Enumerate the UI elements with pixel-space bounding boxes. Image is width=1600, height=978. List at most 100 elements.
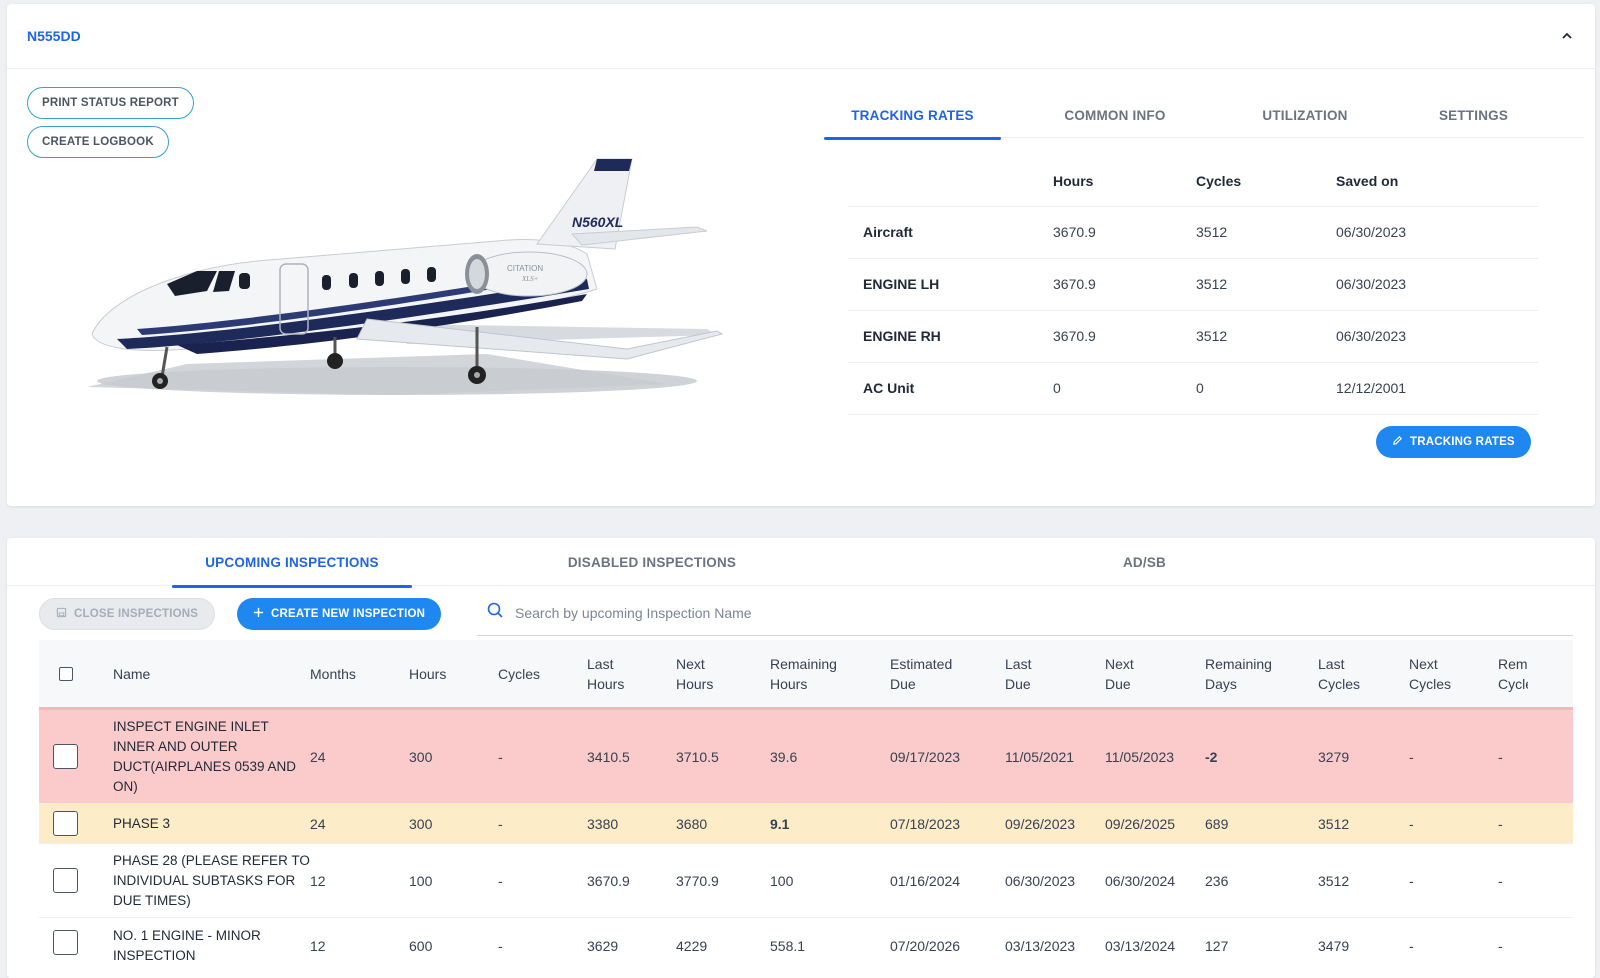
tab-upcoming-inspections[interactable]: UPCOMING INSPECTIONS bbox=[172, 538, 412, 588]
header-line: Hours bbox=[770, 675, 808, 692]
column-header-remaining-cycles[interactable]: Rem Cycle bbox=[1498, 654, 1528, 694]
column-header-next-hours[interactable]: Next Hours bbox=[676, 654, 770, 694]
inspections-grid: Name Months Hours Cycles Last Hours Next H… bbox=[39, 640, 1573, 978]
table-row[interactable]: NO. 1 ENGINE - MINOR INSPECTION 12 600 -… bbox=[39, 918, 1573, 978]
next-cycles-value: - bbox=[1409, 748, 1414, 765]
edit-tracking-rates-label: TRACKING RATES bbox=[1410, 436, 1515, 448]
table-row[interactable]: PHASE 28 (PLEASE REFER TO INDIVIDUAL SUB… bbox=[39, 844, 1573, 918]
header-line: Next bbox=[1105, 655, 1134, 672]
close-inspections-label: CLOSE INSPECTIONS bbox=[74, 608, 199, 620]
header-line: Hours bbox=[676, 675, 714, 692]
tab-tracking-rates[interactable]: TRACKING RATES bbox=[824, 92, 1001, 140]
search-input[interactable] bbox=[515, 604, 1415, 621]
tab-utilization[interactable]: UTILIZATION bbox=[1262, 107, 1348, 123]
column-header-last-hours[interactable]: Last Hours bbox=[587, 654, 676, 694]
next-cycles-value: - bbox=[1409, 872, 1414, 889]
last-cycles-value: 3512 bbox=[1318, 815, 1350, 832]
last-due-value: 06/30/2023 bbox=[1005, 872, 1076, 889]
remaining-days-value: 127 bbox=[1205, 938, 1229, 954]
tail-number[interactable]: N555DD bbox=[27, 28, 81, 44]
header-line: Hours bbox=[587, 675, 625, 692]
select-all-cell bbox=[39, 666, 113, 681]
component-name: ENGINE RH bbox=[848, 310, 1053, 363]
row-checkbox[interactable] bbox=[53, 744, 78, 769]
next-hours-value: 3770.9 bbox=[676, 872, 719, 889]
column-header-hours[interactable]: Hours bbox=[409, 665, 447, 682]
remaining-cycles-value: - bbox=[1498, 872, 1503, 889]
tabs-spacer bbox=[7, 538, 172, 586]
row-checkbox[interactable] bbox=[53, 868, 78, 893]
estimated-due-value: 09/17/2023 bbox=[890, 748, 961, 765]
header-line: Due bbox=[1005, 675, 1031, 692]
next-hours-value: 3710.5 bbox=[676, 748, 719, 765]
close-inspections-button[interactable]: CLOSE INSPECTIONS bbox=[39, 598, 216, 630]
tail-registration-text: N560XL bbox=[572, 214, 623, 230]
column-header-next-cycles[interactable]: Next Cycles bbox=[1409, 654, 1498, 694]
table-row: Aircraft 3670.9 3512 06/30/2023 bbox=[848, 206, 1538, 259]
select-all-checkbox[interactable] bbox=[59, 666, 73, 681]
tab-disabled-inspections[interactable]: DISABLED INSPECTIONS bbox=[567, 554, 737, 570]
cycles-value: - bbox=[498, 748, 503, 765]
row-checkbox[interactable] bbox=[53, 811, 78, 836]
plus-icon bbox=[253, 607, 264, 621]
search-icon bbox=[487, 602, 503, 623]
months-value: 24 bbox=[310, 748, 326, 765]
remaining-cycles-value: - bbox=[1498, 748, 1503, 765]
create-new-inspection-button[interactable]: CREATE NEW INSPECTION bbox=[237, 598, 442, 630]
next-cycles-value: - bbox=[1409, 815, 1414, 832]
next-due-value: 06/30/2024 bbox=[1105, 872, 1176, 889]
next-due-value: 09/26/2025 bbox=[1105, 815, 1176, 832]
create-logbook-button[interactable]: CREATE LOGBOOK bbox=[27, 126, 169, 158]
row-select-cell bbox=[39, 926, 113, 955]
cycles-value: 3512 bbox=[1196, 258, 1336, 311]
column-header-estimated-due[interactable]: Estimated Due bbox=[890, 654, 1005, 694]
remaining-hours-value: 558.1 bbox=[770, 938, 806, 954]
inspection-name: PHASE 3 bbox=[113, 815, 171, 831]
create-new-inspection-label: CREATE NEW INSPECTION bbox=[271, 608, 426, 620]
tracking-rates-table: Hours Cycles Saved on Aircraft 3670.9 35… bbox=[848, 156, 1538, 415]
header-line: Rem bbox=[1498, 655, 1528, 672]
inspection-name: INSPECT ENGINE INLET INNER AND OUTER DUC… bbox=[113, 718, 297, 794]
header-line: Last bbox=[1005, 655, 1032, 672]
header-line: Cycle bbox=[1498, 675, 1528, 692]
table-row[interactable]: INSPECT ENGINE INLET INNER AND OUTER DUC… bbox=[39, 710, 1573, 804]
tab-ad-sb[interactable]: AD/SB bbox=[1122, 554, 1166, 570]
aircraft-info-tabs: TRACKING RATES COMMON INFO UTILIZATION S… bbox=[824, 92, 1584, 140]
saved-on-value: 12/12/2001 bbox=[1336, 362, 1538, 415]
grid-header-row: Name Months Hours Cycles Last Hours Next H… bbox=[39, 640, 1573, 710]
column-header-last-cycles[interactable]: Last Cycles bbox=[1318, 654, 1409, 694]
column-header-next-due[interactable]: Next Due bbox=[1105, 654, 1205, 694]
chevron-up-icon[interactable] bbox=[1559, 28, 1575, 44]
estimated-due-value: 07/18/2023 bbox=[890, 815, 961, 832]
print-status-report-button[interactable]: PRINT STATUS REPORT bbox=[27, 87, 194, 119]
column-header-cycles: Cycles bbox=[1196, 156, 1336, 207]
column-header-remaining-days[interactable]: Remaining Days bbox=[1205, 654, 1318, 694]
tab-common-info[interactable]: COMMON INFO bbox=[1064, 107, 1166, 123]
next-hours-value: 4229 bbox=[676, 938, 708, 954]
last-due-value: 03/13/2023 bbox=[1005, 938, 1076, 954]
next-due-value: 03/13/2024 bbox=[1105, 938, 1176, 954]
save-icon bbox=[56, 607, 67, 621]
last-hours-value: 3380 bbox=[587, 815, 619, 832]
table-row[interactable]: PHASE 3 24 300 - 3380 3680 9.1 07/18/202… bbox=[39, 804, 1573, 844]
estimated-due-value: 07/20/2026 bbox=[890, 938, 961, 954]
cycles-value: 3512 bbox=[1196, 310, 1336, 363]
column-header-hours: Hours bbox=[1053, 156, 1196, 207]
column-header-name[interactable]: Name bbox=[113, 665, 151, 682]
header-line: Cycles bbox=[1318, 675, 1361, 692]
column-header-last-due[interactable]: Last Due bbox=[1005, 654, 1105, 694]
column-header-months[interactable]: Months bbox=[310, 665, 356, 682]
aircraft-card: N555DD PRINT STATUS REPORT CREATE LOGBOO… bbox=[7, 4, 1595, 506]
component-name: AC Unit bbox=[848, 362, 1053, 415]
edit-tracking-rates-button[interactable]: TRACKING RATES bbox=[1376, 426, 1531, 458]
hours-value: 0 bbox=[1053, 362, 1196, 415]
row-checkbox[interactable] bbox=[53, 930, 78, 955]
header-line: Next bbox=[1409, 655, 1438, 672]
column-header-cycles[interactable]: Cycles bbox=[498, 665, 541, 682]
header-line: Estimated bbox=[890, 655, 953, 672]
header-line: Next bbox=[676, 655, 705, 672]
column-header-remaining-hours[interactable]: Remaining Hours bbox=[770, 654, 890, 694]
hours-value: 300 bbox=[409, 815, 433, 832]
column-header-label bbox=[848, 156, 1053, 207]
tab-settings[interactable]: SETTINGS bbox=[1438, 107, 1509, 123]
